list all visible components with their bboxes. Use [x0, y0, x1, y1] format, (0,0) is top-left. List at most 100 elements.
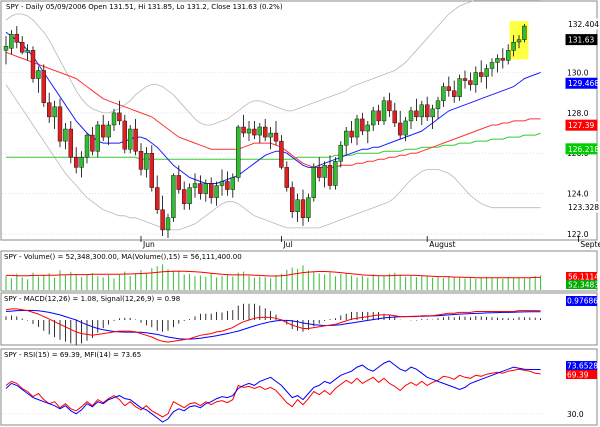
candle-body: [273, 132, 279, 142]
candle-body: [176, 175, 182, 190]
mfi-line: [5, 360, 541, 423]
candle-body: [219, 181, 225, 186]
candle-body: [468, 80, 473, 85]
candle-body: [371, 110, 376, 126]
candle-body: [317, 167, 322, 178]
candle-body: [344, 130, 349, 146]
rsi-panel: [0, 348, 598, 426]
candle-body: [9, 33, 14, 49]
price-value-tag-label: 131.63: [568, 36, 594, 45]
price-value-tag: [565, 201, 598, 213]
candle-body: [133, 128, 138, 152]
candle-body: [192, 183, 198, 188]
candle-body: [225, 181, 230, 190]
candle-body: [230, 177, 236, 190]
candle-body: [57, 106, 63, 142]
date-tick-label: August: [429, 240, 455, 249]
price-value-tag-label: 127.39: [568, 121, 594, 130]
candle-body: [322, 165, 327, 178]
candle-body: [349, 130, 354, 138]
candle-body: [279, 140, 284, 168]
price-candles: [3, 21, 529, 238]
candle-body: [160, 209, 165, 231]
candle-body: [419, 104, 424, 118]
candle-body: [90, 134, 95, 152]
date-tick-label: Jun: [142, 240, 155, 249]
candle-body: [14, 33, 20, 43]
candle-body: [489, 62, 495, 69]
macd-title: SPY - MACD(12,26) = 1.08, Signal(12,26,9…: [4, 295, 180, 303]
candle-body: [84, 134, 90, 158]
candle-body: [311, 167, 316, 198]
candle-body: [473, 72, 478, 85]
candle-body: [208, 183, 214, 198]
candle-body: [203, 183, 209, 194]
price-value-tag-label: 123.328: [568, 203, 599, 212]
candle-body: [52, 106, 57, 118]
price-tick-label: 128.0: [567, 109, 589, 118]
rsi-value-tag: [566, 361, 597, 370]
candle-body: [338, 144, 343, 162]
price-value-tag-label: 129.468: [568, 79, 599, 88]
candle-body: [290, 187, 295, 212]
ma-green-line: [6, 132, 541, 160]
price-tick-label: 122.0: [567, 230, 589, 239]
ma-red-line: [5, 51, 541, 168]
rsi-value-tag-label: 73.6528: [567, 362, 598, 371]
macd-value-tag: [566, 296, 597, 306]
candle-body: [36, 70, 41, 79]
price-value-tag: [565, 34, 598, 46]
candle-body: [327, 165, 333, 186]
candle-body: [484, 68, 489, 77]
date-axis: Jun Jul August September: [140, 236, 600, 249]
candle-body: [117, 112, 122, 122]
candle-body: [171, 175, 176, 219]
volume-title: SPY - Volume() = 52,348,300.00, MA(Volum…: [4, 253, 242, 261]
rsi-value-tag-label: 69.39: [567, 371, 589, 380]
macd-layer: 0.976863: [5, 296, 600, 346]
volume-value-tag: [566, 272, 597, 281]
candle-body: [73, 157, 79, 168]
candle-body: [63, 128, 68, 142]
candle-body: [68, 128, 74, 158]
candle-body: [79, 157, 84, 168]
candle-body: [20, 42, 25, 53]
candle-body: [435, 100, 441, 110]
candle-body: [284, 167, 289, 188]
candle-body: [511, 42, 516, 51]
rsi-value-tag: [566, 370, 597, 379]
candle-body: [47, 102, 52, 118]
bollinger-lower-line: [5, 84, 541, 231]
rsi-tick-label: 30.0: [567, 410, 584, 419]
candle-body: [506, 50, 511, 61]
price-value-tag-label: 126.218: [568, 145, 599, 154]
candle-body: [181, 189, 187, 204]
macd-line: [5, 308, 541, 343]
candle-body: [398, 122, 403, 136]
candle-body: [263, 126, 268, 138]
price-tick-label: 130.0: [567, 69, 589, 78]
candle-body: [127, 128, 133, 150]
ma-blue-line: [5, 31, 541, 184]
candle-body: [149, 153, 155, 188]
price-overlays: [5, 0, 541, 231]
value-tags: 132.404 131.63 129.468 127.39 126.218 123.328: [565, 18, 599, 213]
date-tick-label: September: [580, 240, 600, 249]
date-tick-label: Jul: [282, 240, 292, 249]
chart-title: SPY - Daily 05/09/2006 Open 131.51, Hi 1…: [6, 3, 283, 11]
candle-body: [376, 110, 381, 122]
candle-body: [387, 100, 392, 112]
candle-body: [95, 124, 101, 152]
candle-body: [25, 50, 30, 53]
candle-body: [522, 25, 527, 40]
candle-body: [430, 108, 435, 118]
candle-body: [479, 72, 484, 77]
candle-body: [241, 126, 246, 134]
candle-body: [516, 39, 522, 43]
volume-value-tag-label: 52.3483: [568, 281, 599, 290]
candle-body: [235, 126, 241, 178]
candle-body: [306, 197, 311, 219]
